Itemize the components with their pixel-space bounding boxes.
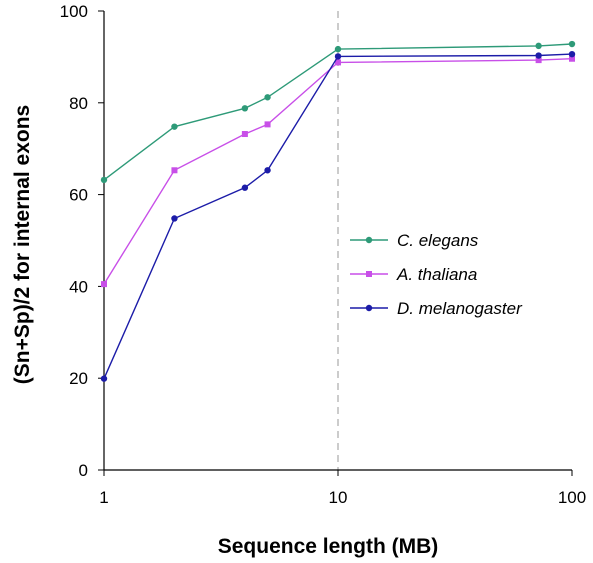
- data-point: [334, 53, 342, 60]
- data-point: [241, 131, 248, 138]
- legend-label: C. elegans: [397, 231, 479, 250]
- data-point: [264, 94, 271, 101]
- legend-marker: [365, 236, 373, 244]
- y-tick-label: 20: [69, 369, 88, 388]
- data-point: [241, 105, 249, 112]
- data-point: [100, 176, 108, 184]
- y-axis-title: (Sn+Sp)/2 for internal exons: [11, 105, 34, 384]
- plot-area: 1 10 100 0 20 40 60 80 100: [60, 2, 587, 507]
- series: [100, 40, 576, 184]
- data-point: [535, 42, 542, 50]
- y-tick-label: 0: [79, 461, 88, 480]
- x-axis-ticks: 1 10 100: [99, 470, 586, 507]
- legend-item: A. thaliana: [350, 265, 477, 284]
- x-tick-label: 100: [558, 488, 586, 507]
- data-point: [568, 50, 576, 58]
- data-point: [100, 375, 108, 382]
- x-axis-title: Sequence length (MB): [218, 535, 439, 558]
- data-point: [335, 59, 341, 66]
- data-point: [264, 167, 271, 174]
- data-point: [535, 52, 542, 59]
- x-tick-label: 10: [329, 488, 348, 507]
- data-point: [241, 184, 249, 191]
- data-point: [171, 215, 178, 222]
- legend-item: D. melanogaster: [350, 299, 523, 318]
- data-point: [171, 123, 178, 130]
- x-tick-label: 1: [99, 488, 108, 507]
- legend-marker: [366, 271, 372, 277]
- legend-label: D. melanogaster: [397, 299, 523, 318]
- legend: C. elegans A. thaliana D. melanogaster: [350, 231, 523, 318]
- y-axis-ticks: 0 20 40 60 80 100: [60, 2, 104, 480]
- y-tick-label: 60: [69, 186, 88, 205]
- data-point: [535, 57, 542, 64]
- data-point: [334, 45, 342, 53]
- data-point: [569, 55, 575, 62]
- y-tick-label: 80: [69, 94, 88, 113]
- y-tick-label: 100: [60, 2, 88, 21]
- y-tick-label: 40: [69, 277, 88, 296]
- series: [101, 55, 575, 288]
- data-point: [101, 281, 107, 288]
- legend-label: A. thaliana: [396, 265, 477, 284]
- data-point: [568, 40, 576, 48]
- legend-marker: [365, 304, 373, 312]
- data-point: [264, 121, 271, 128]
- series: [100, 50, 576, 382]
- legend-item: C. elegans: [350, 231, 479, 250]
- data-point: [171, 167, 178, 174]
- series-layer: [100, 40, 576, 382]
